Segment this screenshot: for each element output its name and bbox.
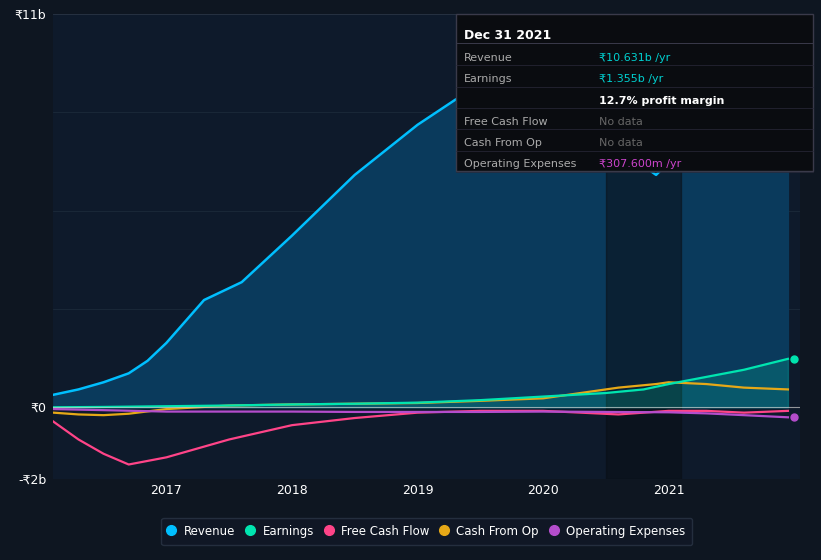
Text: Revenue: Revenue	[464, 53, 512, 63]
Text: No data: No data	[599, 117, 643, 127]
Text: Dec 31 2021: Dec 31 2021	[464, 29, 551, 42]
Text: ₹1.355b /yr: ₹1.355b /yr	[599, 74, 663, 85]
Text: Earnings: Earnings	[464, 74, 512, 85]
Text: Operating Expenses: Operating Expenses	[464, 160, 576, 170]
Text: ₹10.631b /yr: ₹10.631b /yr	[599, 53, 671, 63]
Text: Free Cash Flow: Free Cash Flow	[464, 117, 548, 127]
Text: No data: No data	[599, 138, 643, 148]
Text: Cash From Op: Cash From Op	[464, 138, 542, 148]
Text: ₹307.600m /yr: ₹307.600m /yr	[599, 160, 681, 170]
Text: 12.7% profit margin: 12.7% profit margin	[599, 96, 725, 106]
Bar	[606, 14, 681, 479]
Legend: Revenue, Earnings, Free Cash Flow, Cash From Op, Operating Expenses: Revenue, Earnings, Free Cash Flow, Cash …	[162, 518, 692, 545]
